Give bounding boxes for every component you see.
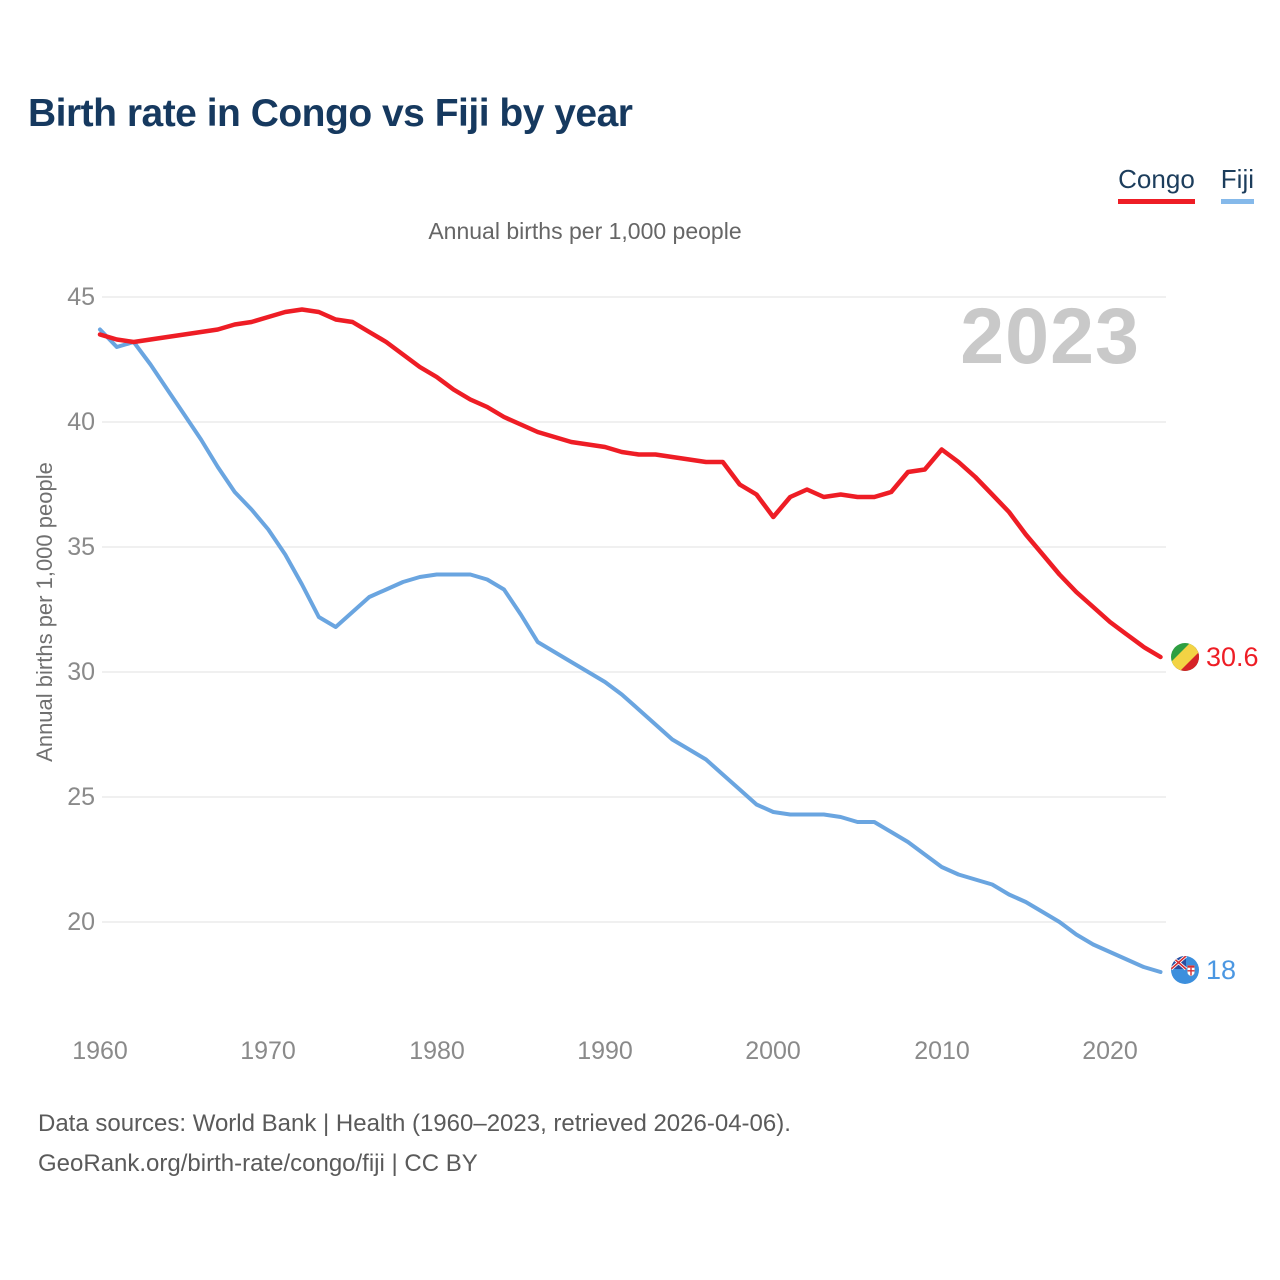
x-tick-label: 2020 <box>1082 1037 1138 1065</box>
footer-url: GeoRank.org/birth-rate/congo/fiji | CC B… <box>38 1150 478 1177</box>
legend-item-fiji[interactable]: Fiji <box>1220 164 1254 204</box>
chart-subtitle: Annual births per 1,000 people <box>428 218 742 244</box>
y-tick-label: 40 <box>67 408 95 436</box>
chart-title: Birth rate in Congo vs Fiji by year <box>28 92 633 135</box>
y-tick-label: 30 <box>67 658 95 686</box>
watermark-year: 2023 <box>960 291 1140 380</box>
congo-line[interactable] <box>97 307 1163 660</box>
legend: Congo Fiji <box>1118 164 1254 204</box>
footer: Data sources: World Bank | Health (1960–… <box>38 1104 791 1184</box>
x-tick-label: 1990 <box>577 1037 633 1065</box>
congo-flag-icon <box>1171 643 1199 671</box>
y-tick-label: 25 <box>67 783 95 811</box>
fiji-flag-icon <box>1171 956 1199 984</box>
legend-item-congo[interactable]: Congo <box>1118 164 1195 204</box>
x-tick-label: 1970 <box>240 1037 296 1065</box>
x-tick-label: 1960 <box>72 1037 128 1065</box>
x-tick-label: 1980 <box>409 1037 465 1065</box>
congo-end-value: 30.6 <box>1206 642 1259 672</box>
x-tick-label: 2010 <box>914 1037 970 1065</box>
footer-sources: Data sources: World Bank | Health (1960–… <box>38 1110 791 1137</box>
x-tick-label: 2000 <box>745 1037 801 1065</box>
y-tick-label: 45 <box>67 283 95 311</box>
fiji-line[interactable] <box>98 327 1163 974</box>
y-tick-label: 20 <box>67 908 95 936</box>
fiji-end-value: 18 <box>1206 955 1237 985</box>
y-tick-label: 35 <box>67 533 95 561</box>
